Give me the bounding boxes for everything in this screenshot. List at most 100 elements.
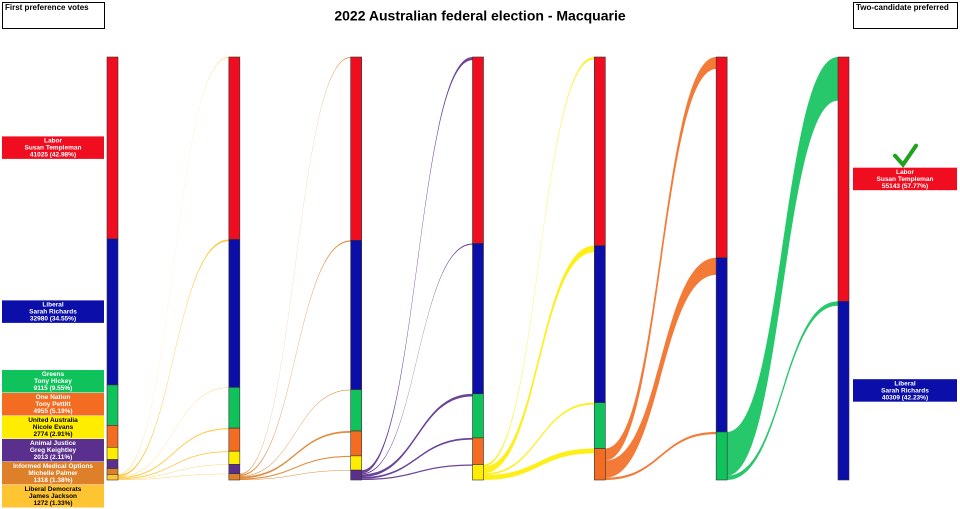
vote-segment [106,56,119,240]
vote-label: 2013 (2.11%) [34,454,73,461]
preference-flow [605,57,717,461]
vote-label: 40309 (42.23%) [882,394,928,401]
vote-segment [594,402,606,449]
vote-segment [594,245,606,403]
vote-segment [837,56,850,302]
preference-flow [118,428,229,479]
flows [118,57,838,480]
vote-segment [594,56,606,246]
bars [106,56,850,481]
vote-segment [715,56,728,259]
preference-flow [483,245,595,474]
candidate-name: Tony Pettitt [35,401,71,408]
preference-flow [605,431,717,480]
heading-box [853,2,958,29]
vote-segment [350,240,362,390]
party-name: Liberal Democrats [25,486,82,493]
candidate-name: Sarah Richards [29,309,77,316]
vote-segment [350,56,362,241]
preference-flow [239,57,351,475]
vote-segment [472,464,484,481]
vote-segment [106,474,119,481]
vote-segment [106,468,119,475]
party-name: Labor [896,169,915,176]
party-name: Informed Medical Options [13,463,93,470]
preference-flow [483,57,595,467]
vote-label: 9115 (9.55%) [34,385,73,392]
candidate-name: Tony Hickey [34,378,72,385]
preference-flow [118,239,229,477]
vote-segment [715,257,728,433]
candidate-name: Susan Templeman [25,145,82,152]
party-name: United Australia [28,417,78,424]
preference-flow [239,389,351,477]
preference-flow [239,455,351,480]
vote-segment [228,427,241,452]
preference-flow [483,448,595,480]
party-name: Liberal [42,302,64,309]
chart-title: 2022 Australian federal election - Macqu… [334,8,625,24]
vote-segment [837,301,850,481]
vote-segment [472,56,484,244]
candidate-name: Michelle Palmer [28,470,78,477]
preference-flow [239,431,351,479]
vote-segment [106,238,119,386]
party-name: Greens [42,371,65,378]
candidate-name: Sarah Richards [881,387,929,394]
vote-segment [350,430,362,457]
vote-segment [228,473,241,481]
vote-segment [350,469,362,481]
preference-flow [361,437,473,479]
vote-segment [472,243,484,395]
candidate-name: James Jackson [29,493,77,500]
candidate-name: Greg Keightley [30,447,77,454]
heading-box [2,2,105,29]
preference-flow [361,243,473,475]
preference-flow [118,451,229,480]
tcp-heading: Two-candidate preferred [856,3,949,12]
vote-label: 41025 (42.98%) [30,152,76,159]
preference-flow [361,393,473,478]
vote-segment [106,459,119,469]
party-name: Labor [44,138,63,145]
candidate-label-box [853,379,957,402]
vote-segment [350,455,362,471]
preference-flow [239,470,351,480]
candidate-name: Nicole Evans [33,424,74,431]
first-pref-heading: First preference votes [5,3,89,12]
vote-segment [350,389,362,432]
vote-segment [106,384,119,426]
party-name: Animal Justice [30,440,76,447]
vote-label: 1272 (1.33%) [33,500,72,507]
preference-flow [239,240,351,476]
vote-segment [472,437,484,465]
winner-check [893,143,918,168]
preference-flow [118,473,229,480]
vote-label: 4955 (5.19%) [33,408,72,415]
candidate-label-box [2,300,104,323]
vote-segment [228,239,241,388]
candidate-label-box [853,167,957,191]
preference-flow [361,57,473,474]
vote-label: 2774 (2.91%) [33,431,72,438]
vote-label: 32980 (34.55%) [30,316,76,323]
party-name: Liberal [894,380,916,387]
vote-segment [228,450,241,465]
preference-flow [118,387,229,478]
vote-segment [594,448,606,481]
vote-segment [106,425,119,448]
candidate-label-box [2,370,104,393]
vote-label: 55143 (57.77%) [882,183,928,190]
preference-flow [727,57,838,476]
preference-flow [118,57,229,476]
candidate-label-box [2,462,104,485]
candidate-label-box [2,393,104,416]
candidate-label-box [2,439,104,462]
preference-flow [361,464,473,480]
vote-segment [228,387,241,429]
candidate-label-box [2,416,104,439]
candidate-label-box [2,485,104,508]
vote-segment [228,464,241,475]
preference-flow [118,464,229,480]
